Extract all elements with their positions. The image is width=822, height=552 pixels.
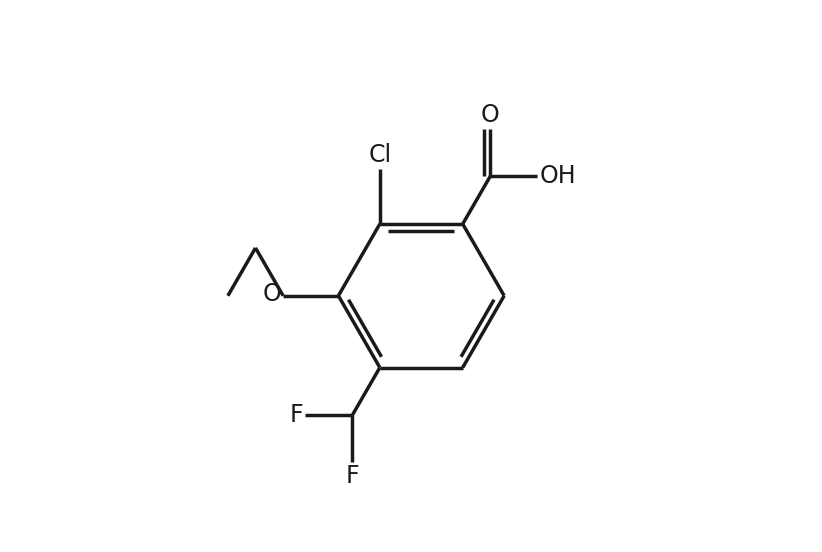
Text: OH: OH bbox=[539, 164, 576, 188]
Text: Cl: Cl bbox=[368, 143, 391, 167]
Text: F: F bbox=[289, 404, 303, 427]
Text: F: F bbox=[345, 464, 359, 489]
Text: O: O bbox=[263, 282, 281, 306]
Text: O: O bbox=[481, 103, 500, 128]
